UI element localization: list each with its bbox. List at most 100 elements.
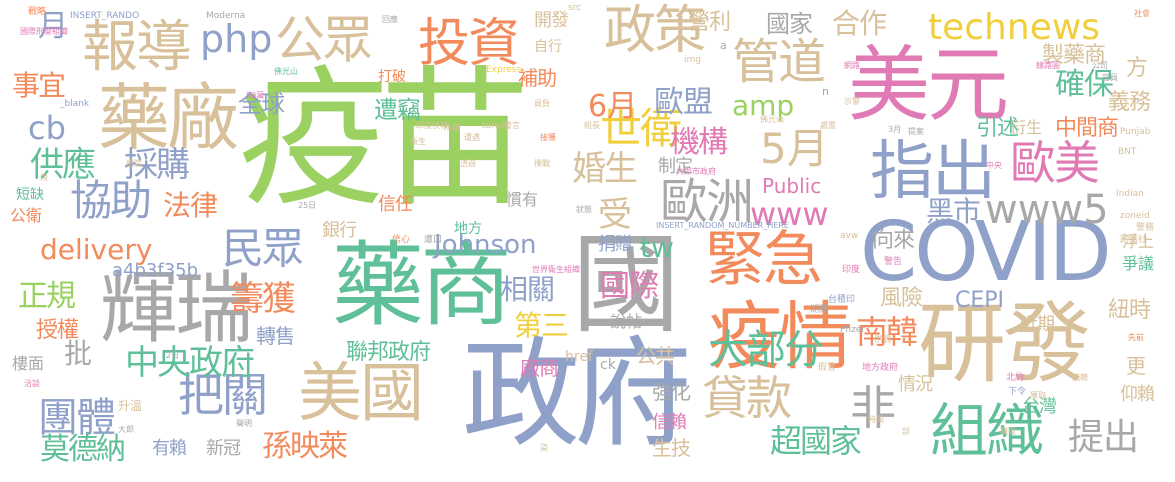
cloud-word: 大郎市政府 (676, 167, 716, 176)
cloud-word: 補助 (518, 66, 557, 90)
cloud-word: n (822, 85, 829, 98)
cloud-word: BNT (1118, 147, 1137, 157)
cloud-word: 制定 (658, 156, 693, 177)
cloud-word: 政府 (462, 325, 692, 463)
cloud-word: 世衛 (600, 104, 682, 153)
cloud-word: 情況 (898, 374, 933, 395)
cloud-word: 美國 (298, 357, 424, 431)
cloud-word: 授權 (36, 318, 79, 343)
cloud-word: 國際 (600, 269, 659, 304)
cloud-word: 台積印 (828, 295, 856, 305)
cloud-word: 歐洲 (660, 174, 754, 230)
cloud-word: 2日 (166, 351, 180, 360)
cloud-word: 把關 (178, 368, 268, 422)
cloud-word: 團體 (38, 395, 116, 441)
cloud-word: Express (486, 65, 522, 75)
cloud-word: php (200, 17, 273, 61)
cloud-word: 洽談 (24, 379, 40, 388)
cloud-word: 3月 (888, 125, 902, 134)
cloud-word: 狀態 (576, 205, 592, 214)
cloud-word: cb (28, 109, 66, 147)
cloud-word: 藥商 (332, 232, 512, 339)
cloud-word: href (565, 349, 593, 365)
cloud-word: 婚生 (572, 149, 638, 189)
cloud-word: 供應 (30, 145, 96, 185)
cloud-word: 疫苗 (238, 53, 530, 227)
cloud-word: 短缺 (16, 187, 44, 203)
cloud-word: 印度快報 (416, 121, 448, 130)
cloud-word: 強化 (652, 380, 691, 404)
cloud-word: 中央政府 (125, 343, 255, 383)
cloud-word: 莫德納 (40, 432, 126, 467)
cloud-word: 盜 (540, 443, 548, 452)
cloud-word: 佛光山 (760, 115, 784, 124)
cloud-word: 疫情 (708, 294, 853, 380)
cloud-word: 浮上 (1122, 232, 1155, 251)
cloud-word: 官員 (1102, 73, 1118, 82)
cloud-word: 國 (572, 223, 681, 348)
cloud-word: 公司 (1092, 61, 1108, 70)
cloud-word: 段 (40, 173, 48, 182)
cloud-word: 開發 (534, 10, 569, 31)
cloud-word: Indian (1116, 189, 1144, 199)
cloud-word: 升溫 (118, 399, 143, 413)
cloud-word: technews (928, 7, 1101, 48)
cloud-word: 說帖 (610, 312, 643, 331)
cloud-word: 佛光山 (274, 67, 298, 76)
cloud-word: 印度 (842, 265, 861, 275)
cloud-word: 台灣 (1022, 396, 1057, 417)
cloud-word: 自行 (534, 39, 562, 55)
cloud-word: 處置 (820, 121, 836, 130)
cloud-word: 批 (64, 337, 93, 370)
cloud-word: 籌獲 (230, 279, 296, 319)
cloud-word: 爭議 (1122, 254, 1155, 273)
cloud-word: 有賴 (152, 438, 187, 459)
cloud-word: target (482, 121, 510, 131)
cloud-word: a4b3f35b (112, 260, 199, 281)
cloud-word: 合作 (832, 7, 887, 40)
cloud-word: 貸款 (702, 371, 792, 425)
cloud-word: 6月 (588, 89, 638, 124)
cloud-word: 撲戰 (534, 159, 550, 168)
cloud-word: 中間商 (1055, 116, 1119, 141)
cloud-word: 下令 (1008, 387, 1027, 397)
cloud-word: 超國家 (770, 422, 862, 460)
cloud-word: zoneid (1120, 211, 1150, 221)
cloud-word: 大郎 (118, 425, 134, 434)
cloud-word: 仰賴 (1120, 384, 1155, 405)
cloud-word: 組織 (930, 397, 1044, 465)
cloud-word: 假冒 (818, 363, 837, 373)
cloud-word: 購買 (1000, 427, 1016, 436)
cloud-word: 紐時 (1108, 298, 1151, 323)
cloud-word: 報導 (82, 15, 192, 80)
cloud-word: 線路圖 (1036, 61, 1060, 70)
cloud-word: 慣有 (506, 190, 539, 209)
cloud-word: Pfizer (840, 325, 866, 335)
cloud-word: 新冠 (206, 438, 241, 459)
cloud-word: 遭竊 (374, 96, 421, 124)
cloud-word: 路透社 (1120, 235, 1148, 245)
cloud-word: 轉售 (256, 324, 295, 348)
cloud-word: tw (640, 231, 674, 264)
cloud-word: 更 (1126, 354, 1146, 378)
cloud-word: 樓面 (12, 354, 45, 373)
cloud-word: 聲明 (236, 419, 252, 428)
cloud-word: 正規 (18, 279, 76, 314)
cloud-word: 歐盟 (654, 85, 713, 120)
cloud-word: 期間 (810, 305, 829, 315)
cloud-word: 透過 (460, 159, 476, 168)
cloud-word: 信任 (378, 194, 413, 215)
cloud-word: 孫映萊 (262, 429, 348, 464)
cloud-word: img (684, 55, 701, 65)
cloud-word: INSERT_RANDOM_NUMBER_HERE (656, 221, 789, 230)
cloud-word: 提出 (1068, 417, 1139, 458)
cloud-word: 相當 (126, 159, 142, 168)
cloud-word: 北約 (1006, 373, 1025, 383)
cloud-word: 方 (1126, 56, 1149, 81)
cloud-word: 地方政府 (862, 363, 899, 373)
cloud-word: 聯邦政府 (346, 340, 431, 365)
cloud-word: 世界衛生組織 (532, 265, 580, 274)
cloud-word: a (720, 39, 727, 52)
cloud-word: 研發 (918, 292, 1091, 395)
cloud-word: 歐美 (1010, 136, 1100, 190)
